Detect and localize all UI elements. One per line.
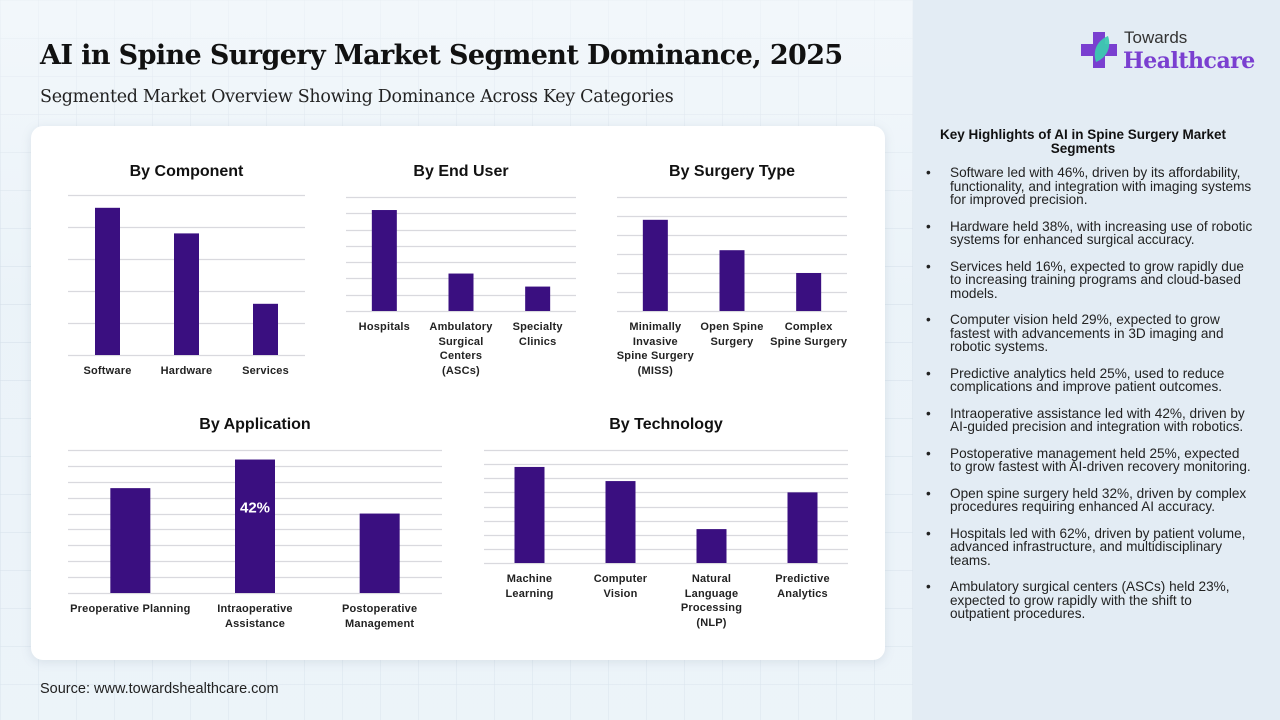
page-title: AI in Spine Surgery Market Segment Domin…: [40, 40, 843, 71]
x-tick-label: Specialty Clinics: [512, 321, 563, 348]
highlight-item: • Ambulatory surgical centers (ASCs) held…: [924, 580, 1254, 621]
highlight-item: • Intraoperative assistance led with 42%,…: [924, 405, 1254, 434]
bar: [359, 513, 400, 593]
bullet-icon: •: [926, 405, 931, 421]
highlight-item: • Predictive analytics held 25%, used to …: [924, 365, 1254, 394]
highlight-text: Computer vision held 29%, expected to gr…: [950, 312, 1224, 354]
bar: [448, 273, 474, 311]
chart-plot: [68, 194, 305, 357]
bar: [110, 488, 151, 593]
x-tick-label: Hardware: [160, 365, 213, 377]
highlight-item: • Computer vision held 29%, expected to g…: [924, 313, 1254, 354]
bullet-icon: •: [926, 579, 931, 594]
highlight-item: • Open spine surgery held 32%, driven by …: [924, 485, 1254, 514]
bar: [787, 492, 818, 563]
bar: [174, 233, 199, 355]
bar: [525, 286, 551, 311]
chart-plot: [346, 196, 576, 313]
source-note: Source: www.towardshealthcare.com: [40, 681, 279, 697]
highlight-text: Postoperative management held 25%, expec…: [950, 445, 1251, 474]
chart-title: By Technology: [609, 416, 723, 433]
highlights-panel: [913, 0, 1280, 720]
highlight-item: • Hardware held 38%, with increasing use …: [924, 218, 1254, 247]
highlights-title: Key Highlights of AI in Spine Surgery Ma…: [939, 127, 1227, 156]
x-tick-label: Open Spine Surgery: [700, 321, 764, 348]
chart-plot: [617, 196, 847, 313]
bar: [514, 466, 545, 563]
highlight-item: • Postoperative management held 25%, expe…: [924, 445, 1254, 474]
x-tick-label: Minimally Invasive Spine Surgery (MISS): [616, 321, 694, 377]
highlight-text: Predictive analytics held 25%, used to r…: [950, 365, 1225, 394]
bar: [696, 529, 727, 563]
highlight-item: • Hospitals led with 62%, driven by patie…: [924, 525, 1254, 568]
bar: [719, 250, 745, 311]
chart-title: By End User: [413, 163, 509, 180]
highlight-text: Open spine surgery held 32%, driven by c…: [950, 485, 1247, 514]
bullet-icon: •: [926, 258, 931, 274]
highlight-item: • Software led with 46%, driven by its af…: [924, 166, 1254, 207]
bullet-icon: •: [926, 365, 931, 381]
bullet-icon: •: [926, 485, 931, 501]
bar: [95, 207, 120, 355]
x-tick-label: Ambulatory Surgical Centers (ASCs): [429, 321, 493, 377]
bar: [796, 273, 822, 311]
page-subtitle: Segmented Market Overview Showing Domina…: [40, 87, 674, 107]
highlight-text: Software led with 46%, driven by its aff…: [950, 165, 1252, 207]
data-label: 42%: [240, 500, 270, 517]
x-tick-label: Predictive Analytics: [775, 573, 830, 600]
bullet-icon: •: [926, 525, 931, 541]
bullet-icon: •: [926, 445, 931, 461]
bar: [642, 219, 668, 311]
highlight-text: Ambulatory surgical centers (ASCs) held …: [950, 579, 1230, 621]
chart-title: By Surgery Type: [669, 163, 795, 180]
brand-logo: Towards Healthcare: [1080, 28, 1260, 78]
x-tick-label: Intraoperative Assistance: [217, 603, 293, 630]
x-tick-label: Hospitals: [358, 321, 410, 333]
bar: [371, 210, 397, 311]
bar: [605, 481, 636, 563]
highlight-text: Intraoperative assistance led with 42%, …: [950, 405, 1245, 434]
x-tick-label: Machine Learning: [505, 573, 554, 600]
x-tick-label: Complex Spine Surgery: [770, 321, 848, 348]
charts-card: [31, 126, 885, 660]
bullet-icon: •: [926, 218, 931, 234]
logo-text-towards: Towards: [1124, 28, 1188, 47]
x-tick-label: Postoperative Management: [341, 603, 418, 630]
highlight-text: Hardware held 38%, with increasing use o…: [950, 218, 1253, 247]
chart-title: By Application: [199, 416, 311, 433]
bar: [235, 459, 275, 593]
bar: [253, 303, 278, 355]
x-tick-label: Software: [83, 365, 132, 377]
bullet-icon: •: [926, 312, 931, 327]
chart-plot: [484, 449, 848, 565]
medical-cross-leaf-icon: [1081, 32, 1117, 68]
highlight-text: Services held 16%, expected to grow rapi…: [950, 258, 1244, 301]
x-tick-label: Services: [242, 365, 289, 377]
x-tick-label: Natural Language Processing (NLP): [680, 573, 743, 629]
highlights-list: • Software led with 46%, driven by its af…: [924, 166, 1254, 634]
chart-title: By Component: [129, 163, 244, 180]
bullet-icon: •: [926, 165, 931, 180]
logo-text-healthcare: Healthcare: [1123, 48, 1255, 74]
highlight-text: Hospitals led with 62%, driven by patien…: [950, 525, 1246, 568]
x-tick-label: Computer Vision: [593, 573, 648, 600]
highlight-item: • Services held 16%, expected to grow rap…: [924, 258, 1254, 301]
chart-plot: 42%: [68, 449, 442, 595]
x-tick-label: Preoperative Planning: [70, 603, 191, 615]
